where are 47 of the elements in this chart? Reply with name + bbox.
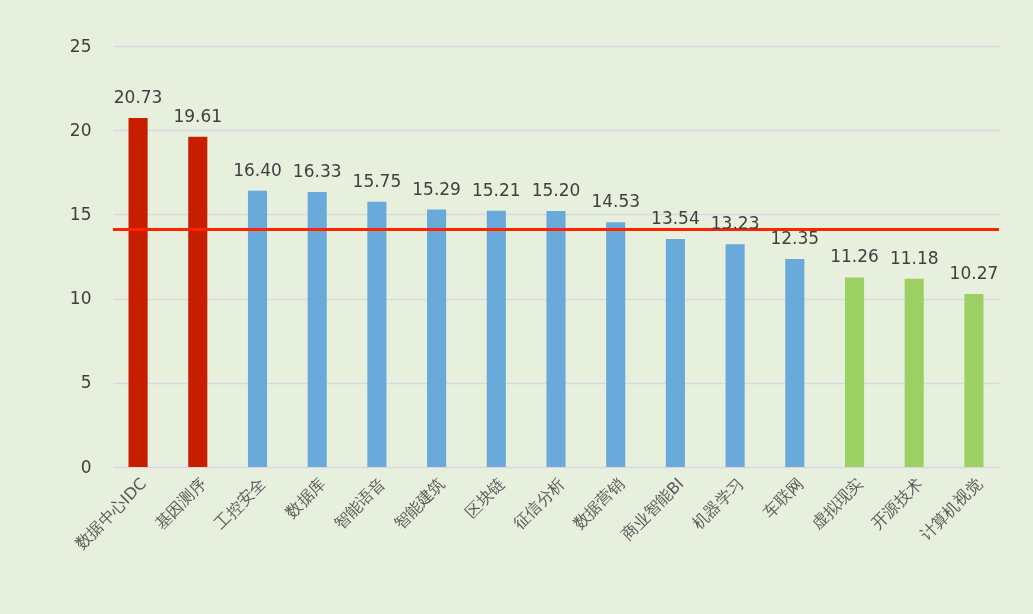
bar bbox=[964, 294, 984, 467]
data-label: 15.29 bbox=[412, 178, 461, 199]
data-label: 16.33 bbox=[292, 161, 342, 181]
bar bbox=[665, 238, 685, 467]
y-tick-label: 5 bbox=[80, 372, 92, 393]
data-label: 10.27 bbox=[949, 263, 999, 284]
data-label: 11.18 bbox=[889, 247, 939, 268]
bar bbox=[427, 209, 447, 467]
bar bbox=[546, 211, 566, 467]
x-tick-label: 智能建筑 bbox=[389, 474, 449, 533]
data-label: 20.73 bbox=[113, 86, 163, 107]
bar bbox=[307, 192, 327, 467]
x-tick-label: 区块链 bbox=[460, 474, 509, 522]
x-tick-label: 数据库 bbox=[281, 474, 330, 522]
bar bbox=[785, 259, 805, 467]
y-tick-label: 20 bbox=[69, 119, 92, 140]
x-tick-label: 工控安全 bbox=[210, 474, 270, 533]
bar bbox=[844, 277, 865, 467]
bar bbox=[725, 244, 745, 467]
x-tick-label: 虚拟现实 bbox=[807, 474, 867, 533]
bar bbox=[904, 278, 924, 467]
data-label: 19.61 bbox=[173, 105, 223, 126]
x-tick-label: 车联网 bbox=[759, 474, 807, 522]
y-tick-label: 10 bbox=[69, 288, 92, 309]
y-tick-label: 15 bbox=[69, 203, 92, 224]
bar bbox=[367, 201, 387, 467]
data-label: 14.53 bbox=[591, 191, 641, 212]
bar bbox=[247, 190, 268, 467]
bar bbox=[128, 117, 148, 467]
bar bbox=[606, 222, 626, 467]
data-label: 11.26 bbox=[830, 246, 879, 267]
y-tick-label: 0 bbox=[80, 456, 92, 477]
bar bbox=[188, 136, 208, 467]
x-tick-label: 基因测序 bbox=[151, 474, 210, 533]
data-label: 15.21 bbox=[471, 179, 521, 200]
data-label: 15.20 bbox=[531, 180, 581, 201]
x-tick-label: 数据中心IDC bbox=[71, 474, 151, 553]
x-tick-label: 机器学习 bbox=[688, 474, 748, 533]
data-label: 13.23 bbox=[710, 213, 760, 234]
y-tick-label: 25 bbox=[69, 35, 92, 56]
bar bbox=[486, 210, 506, 467]
data-label: 15.75 bbox=[352, 170, 402, 191]
data-label: 13.54 bbox=[651, 207, 700, 228]
data-label: 12.35 bbox=[770, 228, 820, 249]
x-tick-label: 智能语音 bbox=[330, 474, 389, 533]
data-label: 16.40 bbox=[233, 159, 282, 180]
x-tick-label: 征信分析 bbox=[509, 474, 569, 533]
